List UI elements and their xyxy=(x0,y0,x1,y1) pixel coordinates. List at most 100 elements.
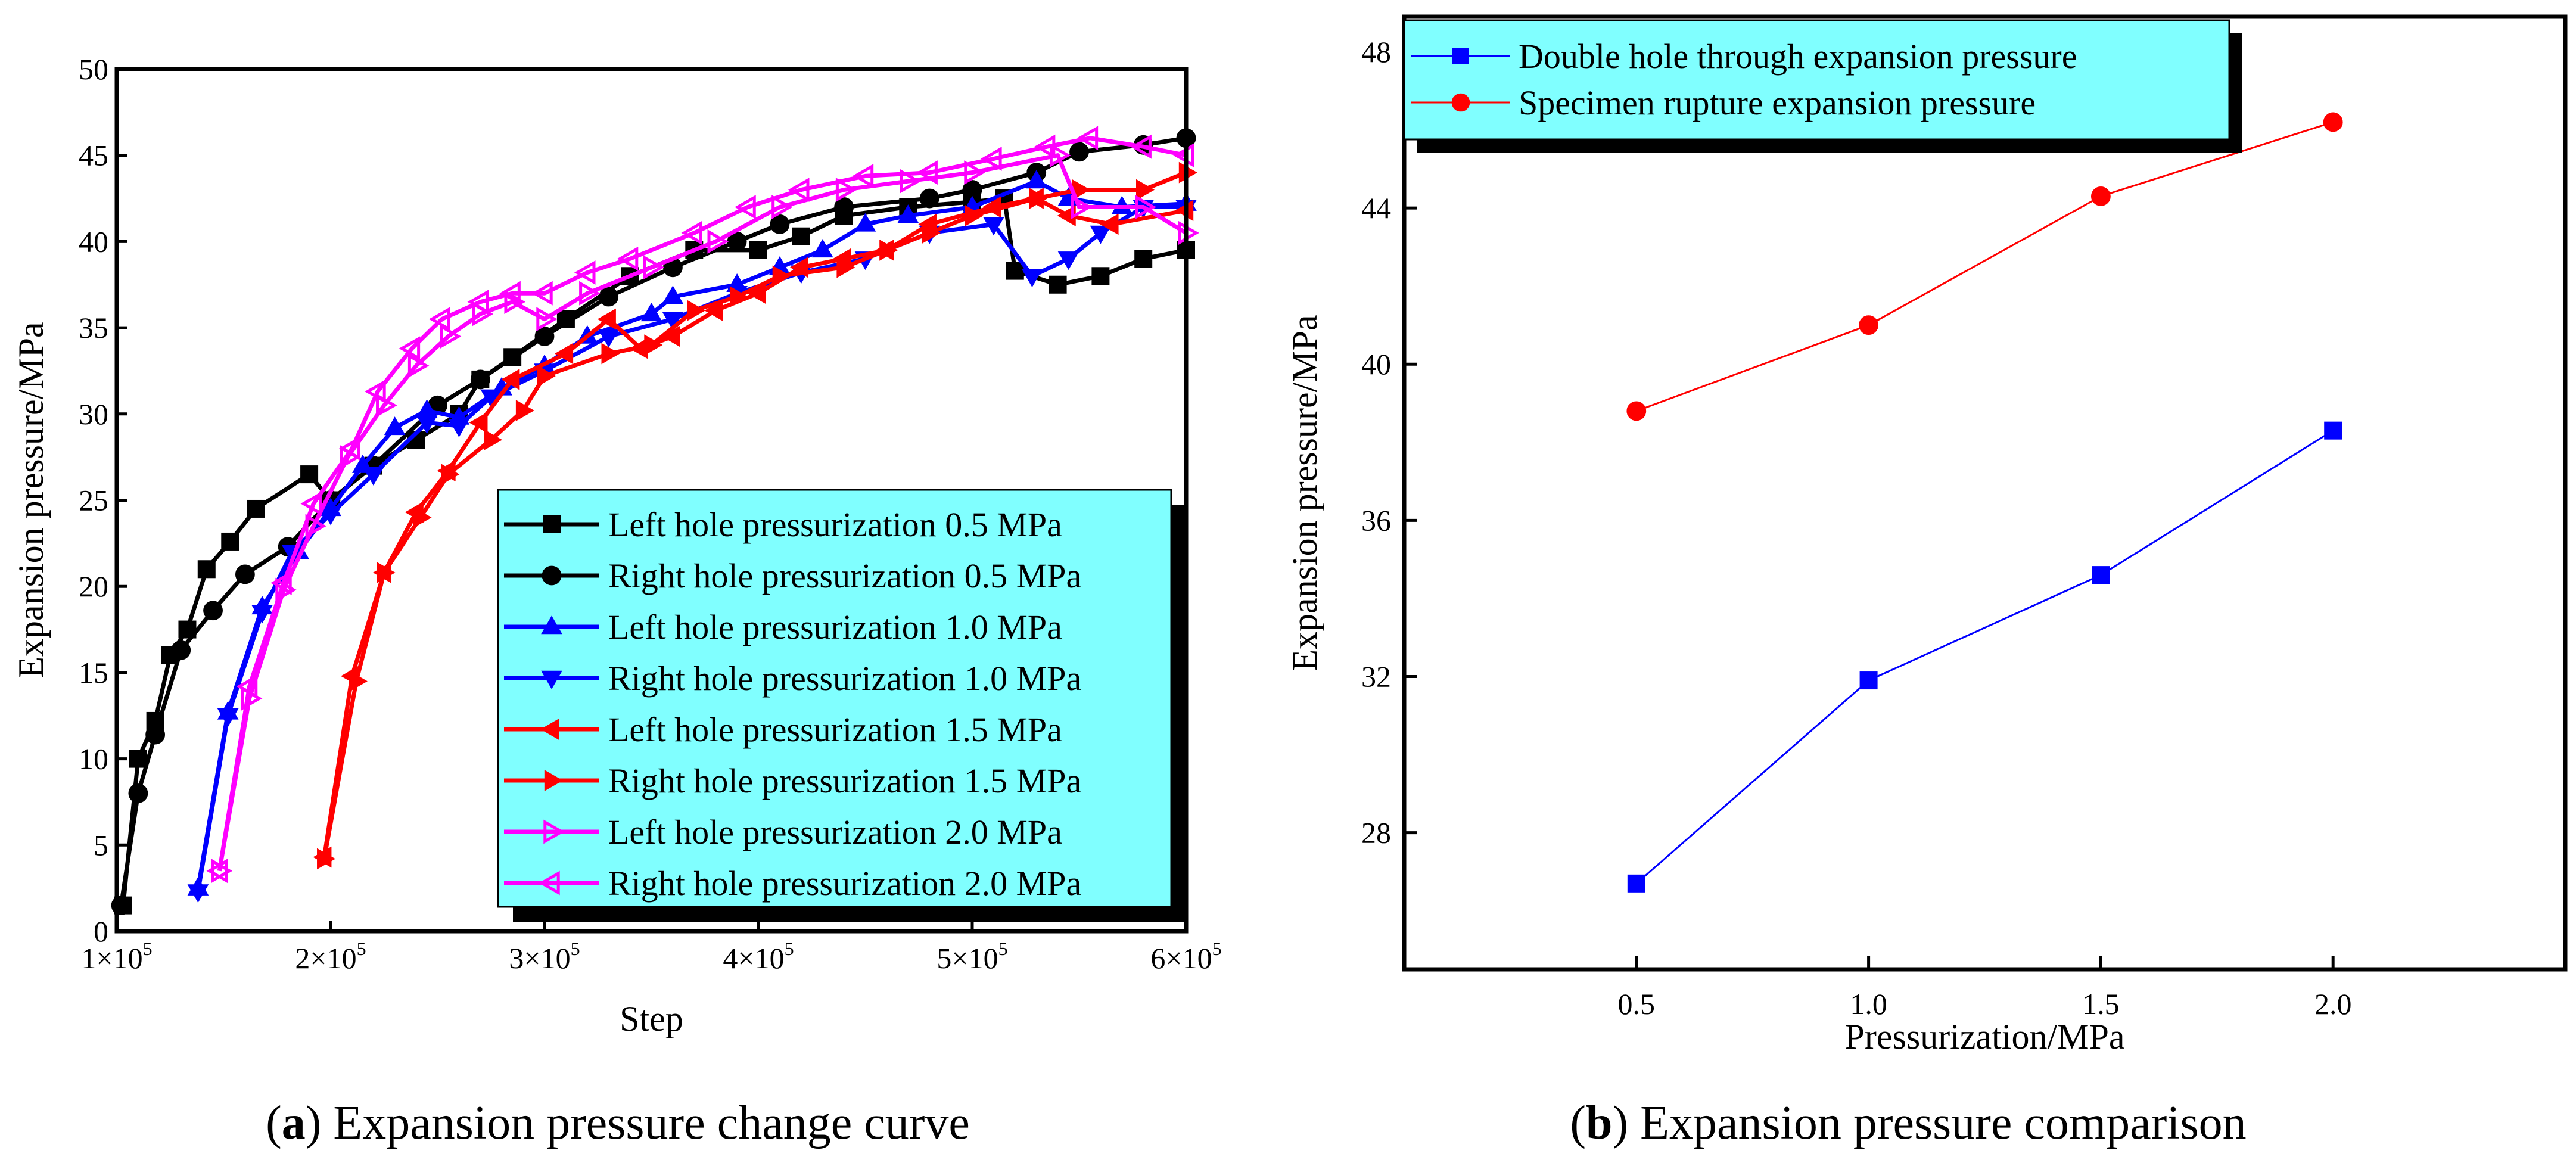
data-point xyxy=(749,241,767,259)
data-point xyxy=(897,204,919,223)
y-tick-label: 25 xyxy=(79,484,108,517)
legend-item: Right hole pressurization 1.0 MPa xyxy=(504,659,1081,698)
data-point xyxy=(2324,421,2342,440)
data-point xyxy=(1134,250,1153,268)
legend-marker xyxy=(541,615,562,635)
data-point xyxy=(579,281,601,306)
data-point xyxy=(217,708,239,727)
y-tick-label: 10 xyxy=(79,742,108,776)
legend: Left hole pressurization 0.5 MPa Right ho… xyxy=(497,489,1186,922)
data-point xyxy=(617,246,639,271)
data-point xyxy=(1057,251,1079,270)
data-point xyxy=(1090,225,1112,244)
data-point xyxy=(536,307,558,332)
data-point xyxy=(2092,566,2110,584)
legend-item: Right hole pressurization 0.5 MPa xyxy=(504,556,1081,595)
data-point xyxy=(441,464,460,485)
legend-item: Left hole pressurization 1.5 MPa xyxy=(504,710,1062,749)
data-point xyxy=(515,400,534,421)
data-point xyxy=(792,227,810,245)
legend-label: Specimen rupture expansion pressure xyxy=(1519,83,2036,122)
y-tick-label: 40 xyxy=(79,225,108,258)
data-point xyxy=(235,564,255,584)
data-point xyxy=(2323,112,2343,132)
series-3 xyxy=(187,170,1197,896)
series-line xyxy=(1636,121,2334,412)
x-tick-label: 0.5 xyxy=(1618,987,1656,1021)
caption-a-letter: a xyxy=(281,1097,306,1149)
data-point xyxy=(879,240,898,261)
series-line xyxy=(217,153,1187,872)
data-point xyxy=(377,562,396,583)
data-point xyxy=(965,205,984,226)
data-point xyxy=(320,506,341,526)
data-point xyxy=(983,217,1004,236)
data-point xyxy=(555,343,574,365)
data-point xyxy=(900,169,922,194)
data-point xyxy=(1034,134,1056,159)
data-point xyxy=(598,329,620,348)
data-point xyxy=(300,491,322,516)
x-tick-label: 2.0 xyxy=(2314,987,2352,1021)
data-point xyxy=(384,416,406,436)
data-point xyxy=(440,324,462,349)
data-point xyxy=(275,577,297,602)
data-point xyxy=(1100,213,1119,235)
legend-item: Specimen rupture expansion pressure xyxy=(1411,83,2036,122)
x-tick-label: 2×105 xyxy=(295,938,366,975)
data-point xyxy=(339,436,360,461)
data-point xyxy=(365,379,386,404)
data-point xyxy=(1069,142,1089,162)
data-point xyxy=(662,312,684,331)
data-point xyxy=(788,178,810,203)
legend-box xyxy=(1403,19,2230,141)
data-point xyxy=(428,307,450,332)
legend-marker xyxy=(544,770,563,791)
data-point xyxy=(128,783,148,803)
plot-frame xyxy=(1402,14,2568,972)
legend-item: Left hole pressurization 1.0 MPa xyxy=(504,608,1062,646)
data-point xyxy=(2091,186,2111,206)
data-point xyxy=(735,195,756,219)
data-point xyxy=(470,369,490,390)
data-point xyxy=(1859,315,1879,335)
legend: Double hole through expansion pressure Sp… xyxy=(1403,19,2242,153)
legend-box xyxy=(497,489,1172,908)
data-point xyxy=(448,418,470,437)
legend-marker xyxy=(542,565,562,586)
data-point xyxy=(1077,126,1099,151)
y-tick-label: 50 xyxy=(79,52,108,86)
data-point xyxy=(597,308,616,330)
legend-item: Left hole pressurization 0.5 MPa xyxy=(504,505,1062,544)
caption-a: (a) Expansion pressure change curve xyxy=(266,1097,970,1149)
legend-label: Right hole pressurization 0.5 MPa xyxy=(608,556,1081,595)
data-point xyxy=(1049,275,1067,294)
data-point xyxy=(644,334,663,356)
y-tick-label: 40 xyxy=(1361,347,1391,381)
legend-marker xyxy=(543,819,565,844)
data-point xyxy=(247,499,265,518)
legend-label: Left hole pressurization 1.5 MPa xyxy=(608,710,1062,749)
data-point xyxy=(687,300,706,321)
legend-marker xyxy=(540,719,559,740)
data-point xyxy=(836,256,855,278)
data-point xyxy=(662,285,684,304)
data-point xyxy=(504,290,525,315)
data-point xyxy=(854,213,876,232)
x-tick-label: 4×105 xyxy=(723,938,794,975)
x-tick-label: 3×105 xyxy=(509,938,580,975)
data-point xyxy=(852,164,874,188)
legend-label: Double hole through expansion pressure xyxy=(1519,37,2077,76)
data-point xyxy=(1136,179,1155,201)
x-tick-label: 5×105 xyxy=(937,938,1007,975)
legend-label: Left hole pressurization 0.5 MPa xyxy=(608,505,1062,544)
data-point xyxy=(145,725,166,745)
y-tick-label: 0 xyxy=(94,915,108,948)
data-point xyxy=(171,640,191,660)
data-point xyxy=(1025,170,1047,189)
data-point xyxy=(531,281,553,306)
legend-label: Right hole pressurization 1.5 MPa xyxy=(608,761,1081,800)
data-point xyxy=(643,255,665,280)
legend-marker xyxy=(1452,48,1469,64)
data-point xyxy=(770,214,790,234)
